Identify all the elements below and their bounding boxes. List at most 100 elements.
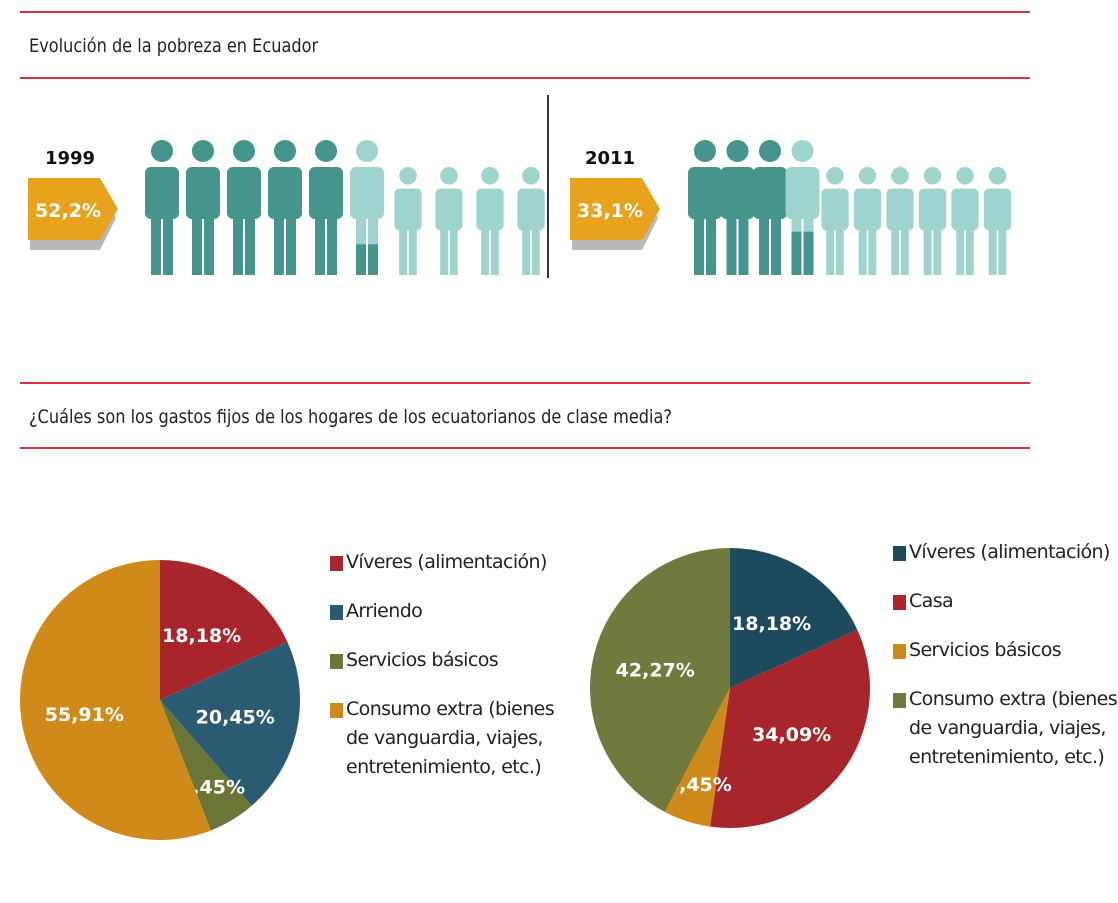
figure-leg	[368, 244, 378, 275]
pie-slice	[19, 560, 211, 840]
pie-slice	[160, 700, 252, 831]
figure-leg	[163, 215, 173, 275]
figure-leg	[356, 244, 366, 275]
figure-leg	[233, 215, 243, 275]
figure-head	[826, 167, 844, 185]
person	[517, 167, 545, 275]
legend-item: Consumo extra (bienes de vanguardia, via…	[330, 695, 561, 782]
year-label: 2011	[585, 148, 635, 169]
legend-label: Consumo extra (bienes de vanguardia, via…	[909, 688, 1118, 768]
pie-slice	[589, 548, 730, 812]
person	[145, 140, 179, 275]
person-filled	[791, 231, 814, 275]
legend-label: Consumo extra (bienes de vanguardia, via…	[346, 698, 555, 778]
pie-slice	[160, 560, 288, 700]
figure-head	[440, 167, 458, 185]
figure-body	[186, 167, 220, 219]
section-title: ¿Cuáles son los gastos fijos de los hoga…	[29, 407, 672, 429]
figure-leg	[327, 215, 337, 275]
person	[785, 140, 820, 275]
figure-body	[918, 188, 947, 231]
person	[350, 140, 384, 275]
slice-label: 5,45%	[666, 774, 732, 796]
figure-body	[435, 188, 463, 231]
person	[853, 167, 882, 275]
legend: Víveres (alimentación) Arriendo Servicios …	[330, 548, 561, 802]
figure-leg	[726, 215, 737, 275]
figure-leg	[803, 231, 814, 275]
figure-body	[785, 167, 820, 219]
slice-label: 34,09%	[752, 724, 831, 746]
person-filled	[145, 140, 179, 275]
legend-item: Casa	[893, 587, 1118, 616]
person	[918, 167, 947, 275]
person	[720, 140, 755, 275]
figure-leg	[868, 227, 877, 275]
figure-body	[886, 188, 914, 231]
figure-body	[476, 188, 504, 231]
person	[435, 167, 463, 275]
person	[688, 140, 722, 275]
person	[227, 140, 261, 275]
pie-slice	[730, 548, 858, 688]
legend: Víveres (alimentación) Casa Servicios bási…	[893, 538, 1118, 792]
legend-swatch	[330, 654, 343, 669]
pictogram	[145, 140, 545, 275]
figure-body	[753, 167, 787, 219]
figure-leg	[245, 215, 255, 275]
person-filled	[309, 140, 343, 275]
legend-label: Víveres (alimentación)	[909, 541, 1110, 563]
figure-head	[274, 140, 296, 162]
figure-head	[726, 140, 749, 162]
legend-label: Casa	[909, 590, 954, 612]
figure-body	[350, 167, 384, 219]
slice-label: 20,45%	[196, 706, 275, 728]
legend-item: Víveres (alimentación)	[330, 548, 561, 577]
person	[821, 167, 849, 275]
person	[309, 140, 343, 275]
figure-leg	[531, 227, 540, 275]
figure-leg	[399, 227, 408, 275]
figure-leg	[274, 215, 284, 275]
legend-label: Víveres (alimentación)	[346, 551, 547, 573]
figure-leg	[891, 227, 900, 275]
figure-leg	[858, 227, 867, 275]
figure-body	[853, 188, 882, 231]
legend-item: Consumo extra (bienes de vanguardia, via…	[893, 685, 1118, 772]
figure-leg	[900, 227, 909, 275]
person-filled	[268, 140, 302, 275]
slice-label: 55,91%	[45, 704, 124, 726]
figure-leg	[440, 227, 449, 275]
figure-leg	[522, 227, 531, 275]
figure-head	[956, 167, 974, 185]
legend-item: Arriendo	[330, 597, 561, 626]
slice-label: 42,27%	[616, 659, 695, 681]
figure-leg	[965, 227, 974, 275]
badge	[570, 178, 660, 240]
figure-body	[309, 167, 343, 219]
figure-body	[821, 188, 849, 231]
figure-leg	[151, 215, 161, 275]
legend-swatch	[893, 546, 906, 561]
year-label: 1999	[45, 148, 95, 169]
figure-leg	[791, 231, 802, 275]
person	[268, 140, 302, 275]
legend-swatch	[893, 693, 906, 708]
figure-leg	[490, 227, 499, 275]
person-filled	[753, 140, 787, 275]
figure-body	[394, 188, 422, 231]
legend-label: Servicios básicos	[909, 639, 1062, 661]
figure-leg	[408, 227, 417, 275]
figure-body	[268, 167, 302, 219]
figure-head	[481, 167, 499, 185]
person	[983, 167, 1012, 275]
figure-leg	[694, 215, 704, 275]
figure-leg	[956, 227, 965, 275]
legend-swatch	[893, 644, 906, 659]
badge	[28, 178, 118, 240]
figure-leg	[835, 227, 844, 275]
figure-head	[356, 140, 378, 162]
legend-label: Arriendo	[346, 600, 423, 622]
person	[394, 167, 422, 275]
